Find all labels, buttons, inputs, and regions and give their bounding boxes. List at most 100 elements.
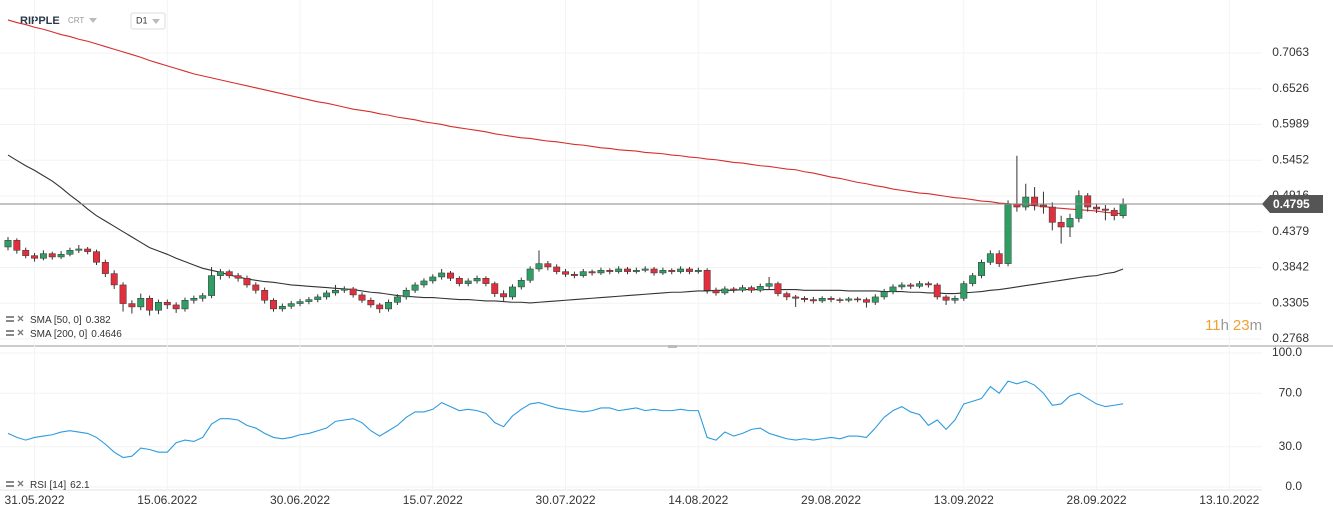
candle-body xyxy=(1040,204,1047,208)
legend-label: SMA [50, 0] 0.382 xyxy=(30,315,111,326)
candle-body xyxy=(261,290,269,301)
candle-body xyxy=(588,271,596,274)
candle-body xyxy=(1048,206,1056,223)
y-tick-label: 0.5989 xyxy=(1272,117,1309,131)
candle-body xyxy=(438,272,446,278)
timeframe-arrow[interactable] xyxy=(152,19,160,24)
legend-icon xyxy=(6,316,14,318)
candle-body xyxy=(101,262,109,274)
candle-body xyxy=(305,299,313,302)
candle-body xyxy=(535,263,543,270)
candle-body xyxy=(48,253,56,258)
legend-icon xyxy=(6,481,14,483)
candle-body xyxy=(1075,195,1083,219)
x-tick-label: 14.08.2022 xyxy=(668,493,728,507)
candle-body xyxy=(349,288,357,296)
candle-body xyxy=(22,250,30,256)
candle-body xyxy=(119,284,127,304)
candle-body xyxy=(332,290,339,294)
candle-body xyxy=(624,268,631,272)
timeframe: D1 xyxy=(136,15,148,25)
candle-body xyxy=(898,284,906,288)
candle-body xyxy=(986,253,994,263)
candle-body xyxy=(402,290,410,298)
y-tick-label: 0.3305 xyxy=(1272,295,1309,309)
y-tick-label: 0.2768 xyxy=(1272,331,1309,345)
x-tick-label: 15.07.2022 xyxy=(403,493,463,507)
candle-body xyxy=(393,296,401,303)
candle-body xyxy=(863,299,870,303)
candle-body xyxy=(491,283,499,294)
candle-body xyxy=(199,295,207,299)
countdown-h: h xyxy=(1221,317,1229,334)
candle-body xyxy=(287,303,295,307)
candle-body xyxy=(641,268,649,271)
legend-label: RSI [14] 62.1 xyxy=(30,480,90,491)
rsi-tick-label: 0.0 xyxy=(1285,479,1302,493)
candle-body xyxy=(606,270,614,272)
candle-body xyxy=(677,268,685,272)
pane-handle[interactable] xyxy=(668,345,677,348)
candle-body xyxy=(1031,196,1039,206)
candle-body xyxy=(500,293,508,298)
candle-body xyxy=(323,292,331,298)
candle-body xyxy=(960,283,968,299)
candle-body xyxy=(1119,203,1127,216)
x-tick-label: 30.06.2022 xyxy=(270,493,330,507)
candle-body xyxy=(385,302,393,310)
candle-body xyxy=(509,286,516,298)
header: RIPPLE CRT D1 xyxy=(20,12,166,30)
candle-body xyxy=(110,273,118,286)
x-tick-label: 29.08.2022 xyxy=(801,493,861,507)
candle-body xyxy=(411,284,419,291)
candle-body xyxy=(765,283,773,287)
legend-value: 0.382 xyxy=(86,315,111,326)
timeframe-box[interactable] xyxy=(130,12,166,30)
candle-body xyxy=(358,294,366,301)
candle-body xyxy=(783,293,791,298)
candle-body xyxy=(447,272,454,279)
candle-body xyxy=(792,296,800,299)
candle-body xyxy=(924,283,932,286)
legend-close xyxy=(17,329,24,336)
legend-name: SMA [200, 0] xyxy=(30,329,87,340)
legend-icon xyxy=(6,334,14,336)
x-tick-label: 31.05.2022 xyxy=(5,493,65,507)
x-tick-label: 13.10.2022 xyxy=(1199,493,1259,507)
legend-close xyxy=(17,480,24,487)
candle-body xyxy=(995,253,1003,264)
symbol: RIPPLE xyxy=(20,15,60,27)
badge: CRT xyxy=(68,16,84,25)
dropdown-arrow[interactable] xyxy=(89,18,97,23)
legend-value: 62.1 xyxy=(70,480,90,491)
countdown-m: m xyxy=(1250,317,1263,334)
rsi-tick-label: 70.0 xyxy=(1279,385,1303,399)
candle-body xyxy=(234,275,242,279)
candle-body xyxy=(703,270,711,291)
candle-body xyxy=(429,276,437,282)
legend-icon xyxy=(6,320,14,322)
candle-body xyxy=(128,303,136,308)
candle-body xyxy=(278,305,286,310)
candle-body xyxy=(721,288,729,294)
legend-value: 0.4646 xyxy=(91,329,122,340)
candle-body xyxy=(916,283,923,287)
candle-body xyxy=(270,300,277,310)
candle-body xyxy=(252,284,260,291)
candle-body xyxy=(473,278,481,282)
candle-body xyxy=(340,288,348,291)
candle-body xyxy=(526,268,534,281)
rsi-tick-label: 30.0 xyxy=(1279,439,1303,453)
candle-body xyxy=(942,296,950,301)
candle-body xyxy=(615,268,623,272)
legend-name: RSI [14] xyxy=(30,480,66,491)
candle-body xyxy=(739,287,746,291)
last-price-tag xyxy=(1262,195,1323,214)
rsi-tick-label: 100.0 xyxy=(1272,345,1302,359)
candle-body xyxy=(579,271,587,276)
legend-label: SMA [200, 0] 0.4646 xyxy=(30,329,122,340)
candle-body xyxy=(172,304,180,310)
candle-body xyxy=(314,296,322,300)
candle-body xyxy=(969,275,977,284)
candle-body xyxy=(1057,222,1065,228)
